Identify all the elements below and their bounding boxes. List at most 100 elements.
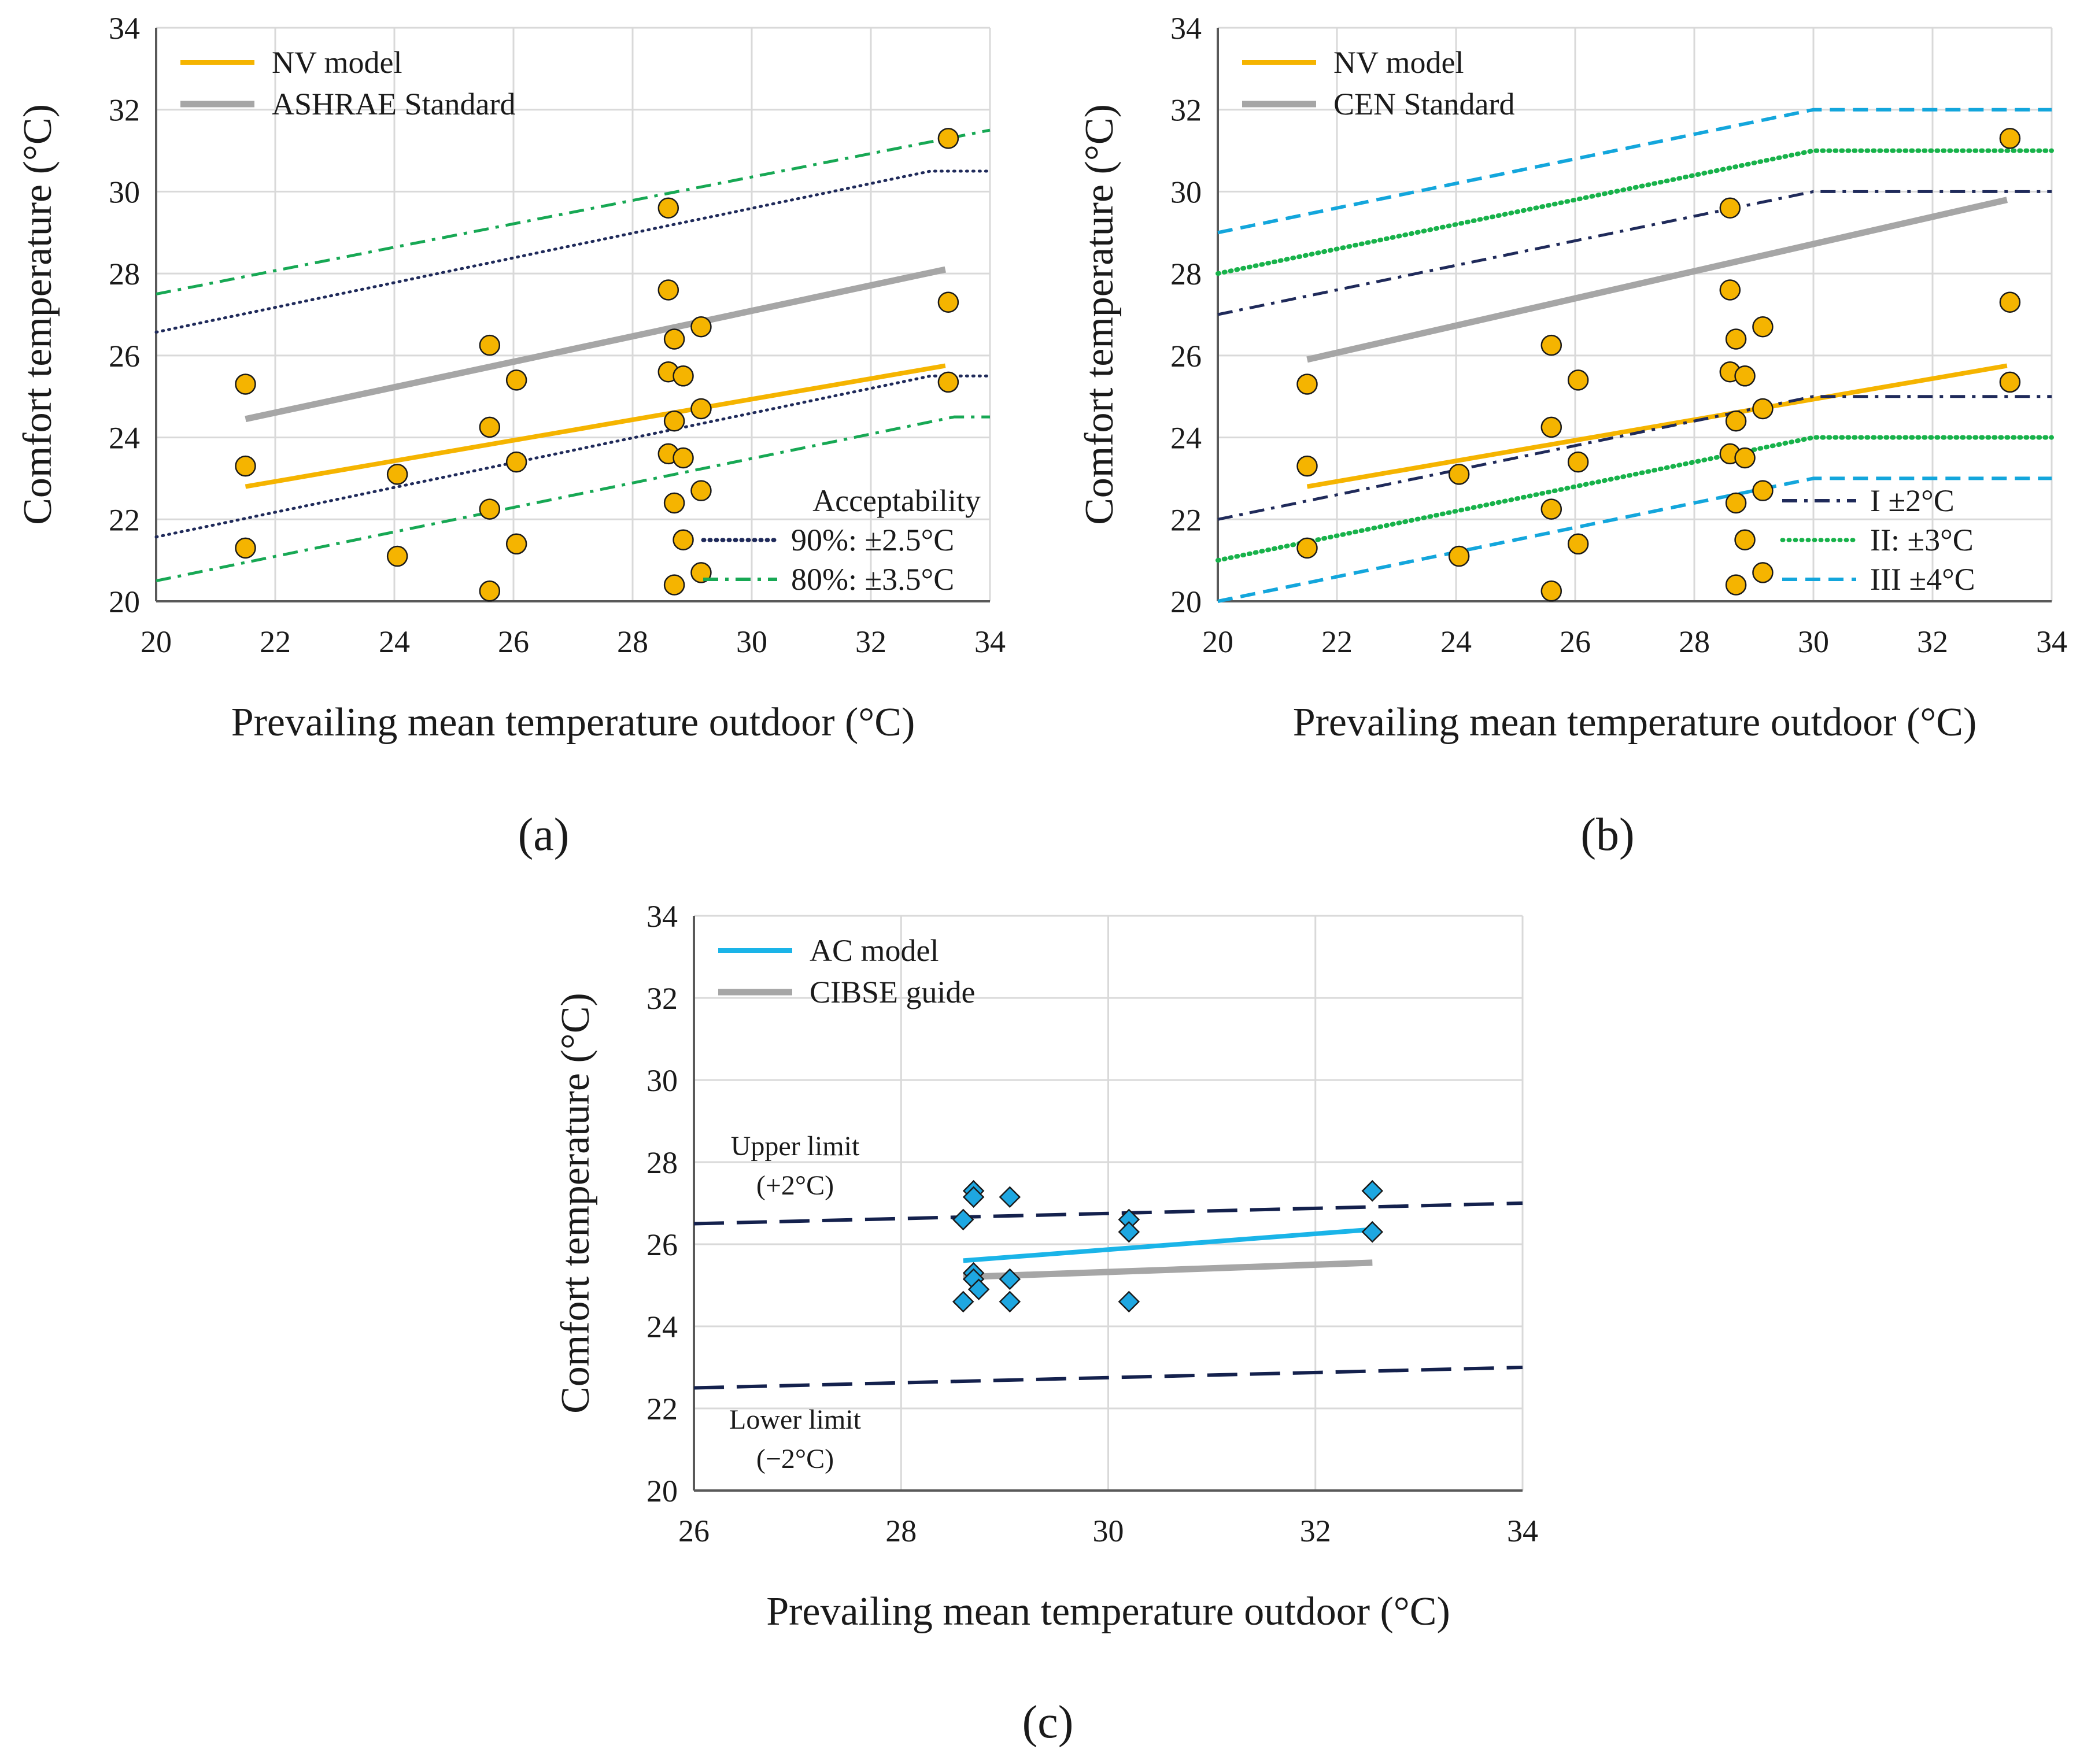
legend-secondary: I ±2°C II: ±3°C III ±4°C	[1780, 483, 1975, 597]
annotation-upper-limit: (+2°C)	[756, 1170, 834, 1201]
panel-caption: (c)	[1022, 1697, 1074, 1748]
y-tick-label: 22	[646, 1392, 678, 1426]
panel-caption: (a)	[518, 809, 570, 860]
x-tick-label: 26	[678, 1514, 710, 1548]
scatter-point	[1752, 398, 1774, 420]
y-tick-label: 32	[1170, 93, 1202, 128]
x-tick-label: 32	[1917, 624, 1948, 659]
scatter-point	[1361, 1179, 1384, 1202]
series-line-2	[154, 169, 992, 334]
scatter-point	[1999, 371, 2021, 393]
y-axis-title: Comfort temperature (°C)	[553, 993, 598, 1414]
y-tick-label: 28	[109, 257, 140, 291]
scatter-point	[505, 369, 527, 391]
scatter-point	[1725, 328, 1747, 350]
x-axis-title: Prevailing mean temperature outdoor (°C)	[231, 700, 915, 745]
y-tick-label: 24	[109, 421, 140, 456]
scatter-point	[1734, 447, 1756, 469]
y-tick-label: 22	[1170, 502, 1202, 537]
series-line-7	[1217, 476, 2052, 603]
legend-label: III ±4°C	[1870, 562, 1975, 597]
y-tick-label: 22	[109, 502, 140, 537]
scatter-point	[657, 197, 679, 219]
scatter-point	[663, 328, 685, 350]
scatter-point	[999, 1268, 1021, 1290]
scatter-point	[952, 1208, 974, 1231]
scatter-point	[1540, 416, 1562, 438]
scatter-point	[1296, 373, 1318, 395]
scatter-point	[505, 533, 527, 555]
legend-label: 80%: ±3.5°C	[791, 562, 954, 597]
series-line-5	[156, 415, 990, 583]
series-line-3	[154, 374, 992, 539]
x-tick-label: 20	[141, 624, 172, 659]
y-tick-label: 20	[646, 1474, 678, 1508]
scatter-point	[1567, 533, 1589, 555]
legend: NV model CEN Standard	[1242, 45, 1514, 121]
x-tick-label: 32	[1300, 1514, 1331, 1548]
panel-caption: (b)	[1580, 809, 1634, 860]
annotation-lower-limit: (−2°C)	[756, 1444, 834, 1474]
y-tick-label: 28	[1170, 257, 1202, 291]
y-tick-label: 34	[109, 11, 140, 46]
legend-label: ASHRAE Standard	[272, 87, 515, 121]
x-tick-label: 28	[1679, 624, 1710, 659]
chart-panel-b: 20 22 24 26 28 30 32 34 20 22 24 26 28 30 32 34 Prevaili…	[1077, 11, 2067, 860]
scatter-point	[1567, 451, 1589, 473]
scatter-point	[690, 398, 712, 420]
legend-label: CIBSE guide	[810, 975, 976, 1009]
scatter-point	[1296, 537, 1318, 559]
chart-panel-c: 26 28 30 32 34 20 22 24 26 28 30 32 34 Prevailing mea…	[553, 899, 1538, 1748]
x-tick-label: 26	[1560, 624, 1591, 659]
x-tick-label: 20	[1202, 624, 1233, 659]
x-axis-title: Prevailing mean temperature outdoor (°C)	[766, 1589, 1450, 1634]
scatter-point	[1734, 529, 1756, 550]
scatter-point	[235, 455, 256, 477]
y-tick-label: 30	[646, 1063, 678, 1098]
x-tick-label: 28	[885, 1514, 917, 1548]
y-tick-label: 30	[1170, 175, 1202, 209]
series-line-2	[693, 1201, 1523, 1226]
series-line-6	[1217, 108, 2052, 235]
series-line-0	[245, 363, 946, 489]
x-tick-label: 26	[498, 624, 529, 659]
y-tick-label: 28	[646, 1145, 678, 1180]
series-line-3	[693, 1366, 1523, 1390]
series-line-2	[1217, 190, 2052, 316]
y-tick-label: 20	[1170, 585, 1202, 619]
scatter-point	[235, 537, 256, 559]
scatter-point	[1719, 279, 1741, 301]
scatter-point	[1540, 498, 1562, 520]
x-tick-label: 24	[379, 624, 410, 659]
scatter-point	[673, 529, 694, 550]
scatter-point	[937, 291, 959, 313]
scatter-point	[937, 128, 959, 149]
scatter-point	[690, 480, 712, 501]
y-tick-label: 34	[1170, 11, 1202, 46]
scatter-point	[386, 464, 408, 485]
x-tick-label: 30	[736, 624, 767, 659]
y-tick-label: 20	[109, 585, 140, 619]
y-tick-label: 26	[109, 339, 140, 373]
scatter-point	[1118, 1290, 1140, 1313]
x-tick-label: 34	[1507, 1514, 1538, 1548]
y-tick-label: 32	[646, 981, 678, 1016]
scatter-point	[1540, 580, 1562, 602]
scatter-point	[1752, 480, 1774, 501]
scatter-point	[967, 1278, 990, 1300]
series-line-1	[1306, 197, 2008, 363]
scatter-point	[1118, 1221, 1140, 1243]
legend-label: I ±2°C	[1870, 483, 1955, 518]
scatter-point	[657, 279, 679, 301]
scatter-point	[663, 410, 685, 432]
chart-panel-a: 20 22 24 26 28 30 32 34 20 22 24 26 28 30 32 34 Prevaili…	[16, 11, 1006, 860]
scatter-point	[1734, 365, 1756, 387]
x-tick-label: 30	[1093, 1514, 1124, 1548]
scatter-point	[386, 545, 408, 567]
legend-label: AC model	[810, 933, 939, 968]
scatter-point	[479, 498, 501, 520]
x-tick-label: 30	[1798, 624, 1829, 659]
scatter-point	[1567, 369, 1589, 391]
scatter-point	[690, 316, 712, 338]
scatter-point	[479, 416, 501, 438]
